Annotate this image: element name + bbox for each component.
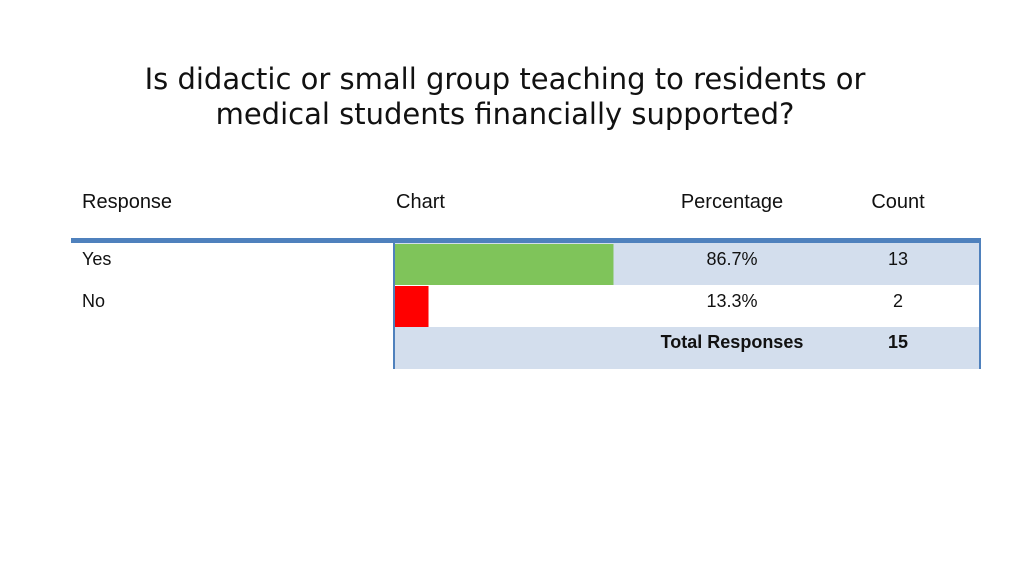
header-divider <box>71 238 981 243</box>
response-label-yes: Yes <box>82 249 112 269</box>
column-header-response: Response <box>82 191 173 213</box>
column-header-count: Count <box>871 191 925 213</box>
table-body-frame <box>393 243 981 369</box>
total-responses-label: Total Responses <box>660 332 804 352</box>
chart-title-line-2: medical students financially supported? <box>215 97 795 131</box>
percentage-yes: 86.7% <box>706 249 758 269</box>
percentage-no: 13.3% <box>706 291 758 311</box>
chart-title-line-1: Is didactic or small group teaching to r… <box>144 62 866 96</box>
column-header-chart: Chart <box>396 191 445 213</box>
response-label-no: No <box>82 291 106 311</box>
count-yes: 13 <box>887 249 909 269</box>
total-responses-count: 15 <box>887 332 909 352</box>
count-no: 2 <box>892 291 903 311</box>
chart-title: Is didactic or small group teaching to r… <box>60 62 950 132</box>
column-header-percentage: Percentage <box>680 191 784 213</box>
row-band-total <box>393 327 981 369</box>
